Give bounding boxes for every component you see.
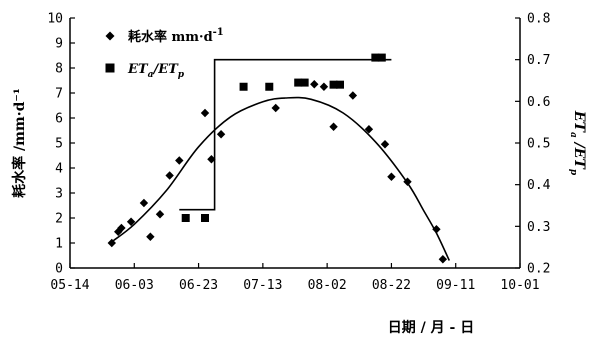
consumption-rate-point (117, 223, 126, 233)
y-left-tick-label: 6 (55, 112, 63, 127)
legend-label-eta-etp: ETa/ETp (127, 62, 185, 80)
y-left-tick-label: 2 (55, 212, 63, 227)
y-right-et-base: ET (571, 147, 587, 171)
y-left-tick-label: 1 (55, 237, 63, 252)
eta-etp-point (371, 53, 380, 62)
eta-etp-point (294, 78, 303, 87)
consumption-rate-point (319, 82, 329, 91)
legend-consumption-text: 耗水率 mm·d (128, 29, 213, 45)
x-tick-label: 06-23 (179, 278, 218, 293)
consumption-rate-point (329, 122, 338, 131)
consumption-rate-point (271, 103, 280, 113)
y-right-et-sub: p (568, 169, 578, 176)
y-right-axis-label: ETa /ETp (568, 110, 587, 176)
consumption-rate-point (155, 210, 165, 219)
consumption-rate-point (175, 156, 184, 165)
eta-etp-point (329, 80, 338, 89)
x-tick-label: 06-03 (115, 278, 154, 293)
y-left-tick-label: 7 (55, 87, 63, 102)
consumption-rate-point (139, 198, 149, 208)
eta-etp-point (300, 78, 309, 87)
x-tick-label: 07-13 (243, 278, 282, 293)
eta-etp-point (336, 80, 344, 89)
y-left-tick-label: 0 (55, 262, 63, 277)
legend-label-consumption-rate: 耗水率 mm·d-1 (128, 27, 224, 45)
legend-sep: / (151, 62, 159, 77)
x-axis-ticks: 05-14 06-03 06-23 07-13 08-02 08-22 09-11 10-01 (50, 263, 540, 293)
legend-square-marker (105, 63, 115, 73)
y-right-tick-label: 0.4 (527, 178, 551, 193)
x-tick-label: 08-02 (308, 278, 347, 293)
legend-diamond-marker (105, 31, 115, 41)
y-left-tick-label: 8 (55, 62, 63, 77)
y-left-tick-label: 3 (55, 187, 63, 202)
consumption-rate-point (403, 177, 412, 186)
y-right-sep: / (571, 138, 587, 150)
legend-et-sub: a (148, 70, 154, 80)
consumption-rate-point (364, 125, 374, 134)
x-tick-label: 10-01 (500, 278, 539, 293)
eta-etp-point (201, 214, 209, 222)
consumption-rate-point (387, 172, 396, 181)
y-right-tick-label: 0.7 (527, 53, 550, 68)
y-right-tick-label: 0.6 (527, 95, 550, 110)
consumption-rate-point (348, 91, 358, 100)
legend-et-base: ET (127, 62, 149, 77)
y-right-tick-label: 0.2 (527, 262, 550, 277)
consumption-rate-point (216, 130, 226, 139)
fit-curve (111, 96, 451, 261)
data-points (107, 53, 448, 264)
step-line-group (179, 58, 392, 211)
y-right-et-base: ET (571, 110, 587, 134)
y-right-axis-ticks: 0.2 0.3 0.4 0.5 0.6 0.7 0.8 (515, 12, 551, 277)
y-left-axis-ticks: 0 1 2 3 4 5 6 7 8 9 10 (47, 12, 75, 277)
consumption-rate-point (432, 225, 441, 234)
y-right-tick-label: 0.8 (527, 12, 550, 27)
consumption-rate-point (310, 80, 319, 89)
y-right-tick-label: 0.5 (527, 137, 550, 152)
y-right-et-sub: a (568, 132, 578, 138)
legend-consumption-sup: -1 (213, 27, 224, 38)
x-tick-label: 05-14 (50, 278, 89, 293)
consumption-rate-point (107, 238, 116, 248)
step-line (179, 58, 392, 211)
y-left-tick-label: 10 (47, 12, 63, 27)
x-axis-label: 日期 / 月 - 日 (388, 320, 474, 336)
y-left-axis-label: 耗水率 /mm·d⁻¹ (11, 88, 28, 198)
consumption-rate-point (438, 255, 448, 264)
y-left-tick-label: 4 (55, 162, 63, 177)
consumption-rate-point (200, 108, 210, 118)
eta-etp-point (181, 214, 190, 222)
fit-curve-group (111, 96, 451, 261)
consumption-rate-point (165, 171, 174, 180)
plot-frame (69, 18, 521, 269)
consumption-rate-point (146, 232, 155, 241)
eta-etp-point (239, 82, 248, 91)
eta-etp-point (265, 82, 274, 91)
consumption-rate-point (126, 217, 136, 226)
y-left-tick-label: 5 (55, 137, 63, 152)
x-tick-label: 09-11 (436, 278, 475, 293)
y-left-tick-label: 9 (55, 37, 63, 52)
y-right-tick-label: 0.3 (527, 220, 550, 235)
eta-etp-point (377, 53, 386, 62)
consumption-rate-point (380, 140, 390, 149)
legend-et-base: ET (157, 62, 179, 77)
x-tick-label: 08-22 (372, 278, 411, 293)
consumption-rate-point (114, 227, 123, 236)
consumption-rate-point (207, 155, 216, 164)
legend-et-sub: p (178, 70, 185, 80)
